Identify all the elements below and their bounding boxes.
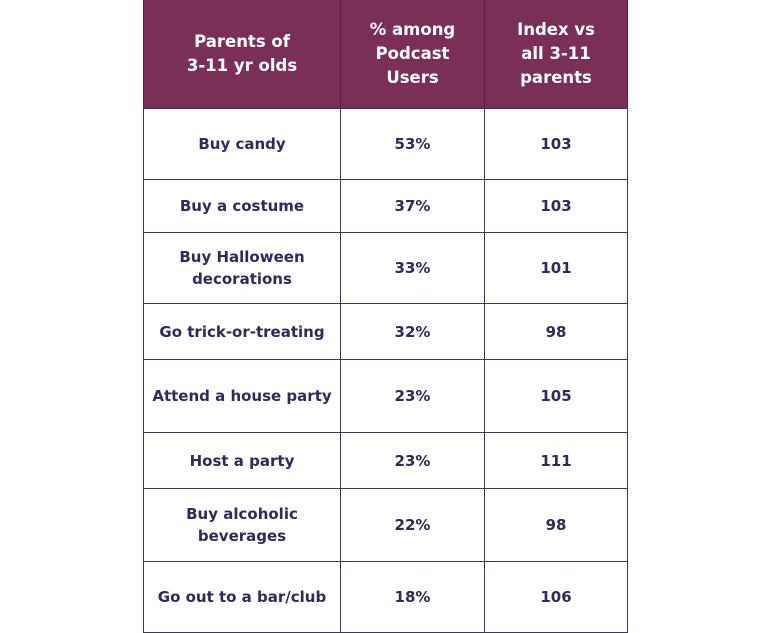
cell-pct: 18%: [340, 561, 485, 633]
cell-index: 98: [484, 303, 628, 360]
cell-index: 111: [484, 432, 628, 489]
cell-pct: 23%: [340, 359, 485, 433]
table-row: Buy alcoholic beverages 22% 98: [143, 488, 628, 562]
cell-index: 103: [484, 108, 628, 180]
header-pct-podcast-users: % among Podcast Users: [340, 0, 485, 109]
cell-activity: Go trick-or-treating: [143, 303, 341, 360]
table-row: Buy a costume 37% 103: [143, 179, 628, 233]
table-row: Go out to a bar/club 18% 106: [143, 561, 628, 633]
data-table: Parents of 3-11 yr olds % among Podcast …: [143, 0, 628, 633]
cell-pct: 23%: [340, 432, 485, 489]
header-index: Index vs all 3-11 parents: [484, 0, 628, 109]
header-activity: Parents of 3-11 yr olds: [143, 0, 341, 109]
data-table-container: Parents of 3-11 yr olds % among Podcast …: [143, 0, 628, 633]
table-row: Attend a house party 23% 105: [143, 359, 628, 433]
cell-pct: 53%: [340, 108, 485, 180]
cell-index: 105: [484, 359, 628, 433]
cell-activity: Attend a house party: [143, 359, 341, 433]
cell-activity: Buy Halloween decorations: [143, 232, 341, 304]
cell-activity: Host a party: [143, 432, 341, 489]
table-row: Buy Halloween decorations 33% 101: [143, 232, 628, 304]
cell-pct: 22%: [340, 488, 485, 562]
cell-index: 103: [484, 179, 628, 233]
header-row: Parents of 3-11 yr olds % among Podcast …: [143, 0, 628, 109]
table-row: Go trick-or-treating 32% 98: [143, 303, 628, 360]
cell-activity: Buy candy: [143, 108, 341, 180]
cell-pct: 37%: [340, 179, 485, 233]
cell-pct: 32%: [340, 303, 485, 360]
cell-index: 98: [484, 488, 628, 562]
cell-pct: 33%: [340, 232, 485, 304]
cell-activity: Buy alcoholic beverages: [143, 488, 341, 562]
cell-activity: Buy a costume: [143, 179, 341, 233]
cell-index: 101: [484, 232, 628, 304]
cell-activity: Go out to a bar/club: [143, 561, 341, 633]
table-row: Buy candy 53% 103: [143, 108, 628, 180]
table-row: Host a party 23% 111: [143, 432, 628, 489]
cell-index: 106: [484, 561, 628, 633]
